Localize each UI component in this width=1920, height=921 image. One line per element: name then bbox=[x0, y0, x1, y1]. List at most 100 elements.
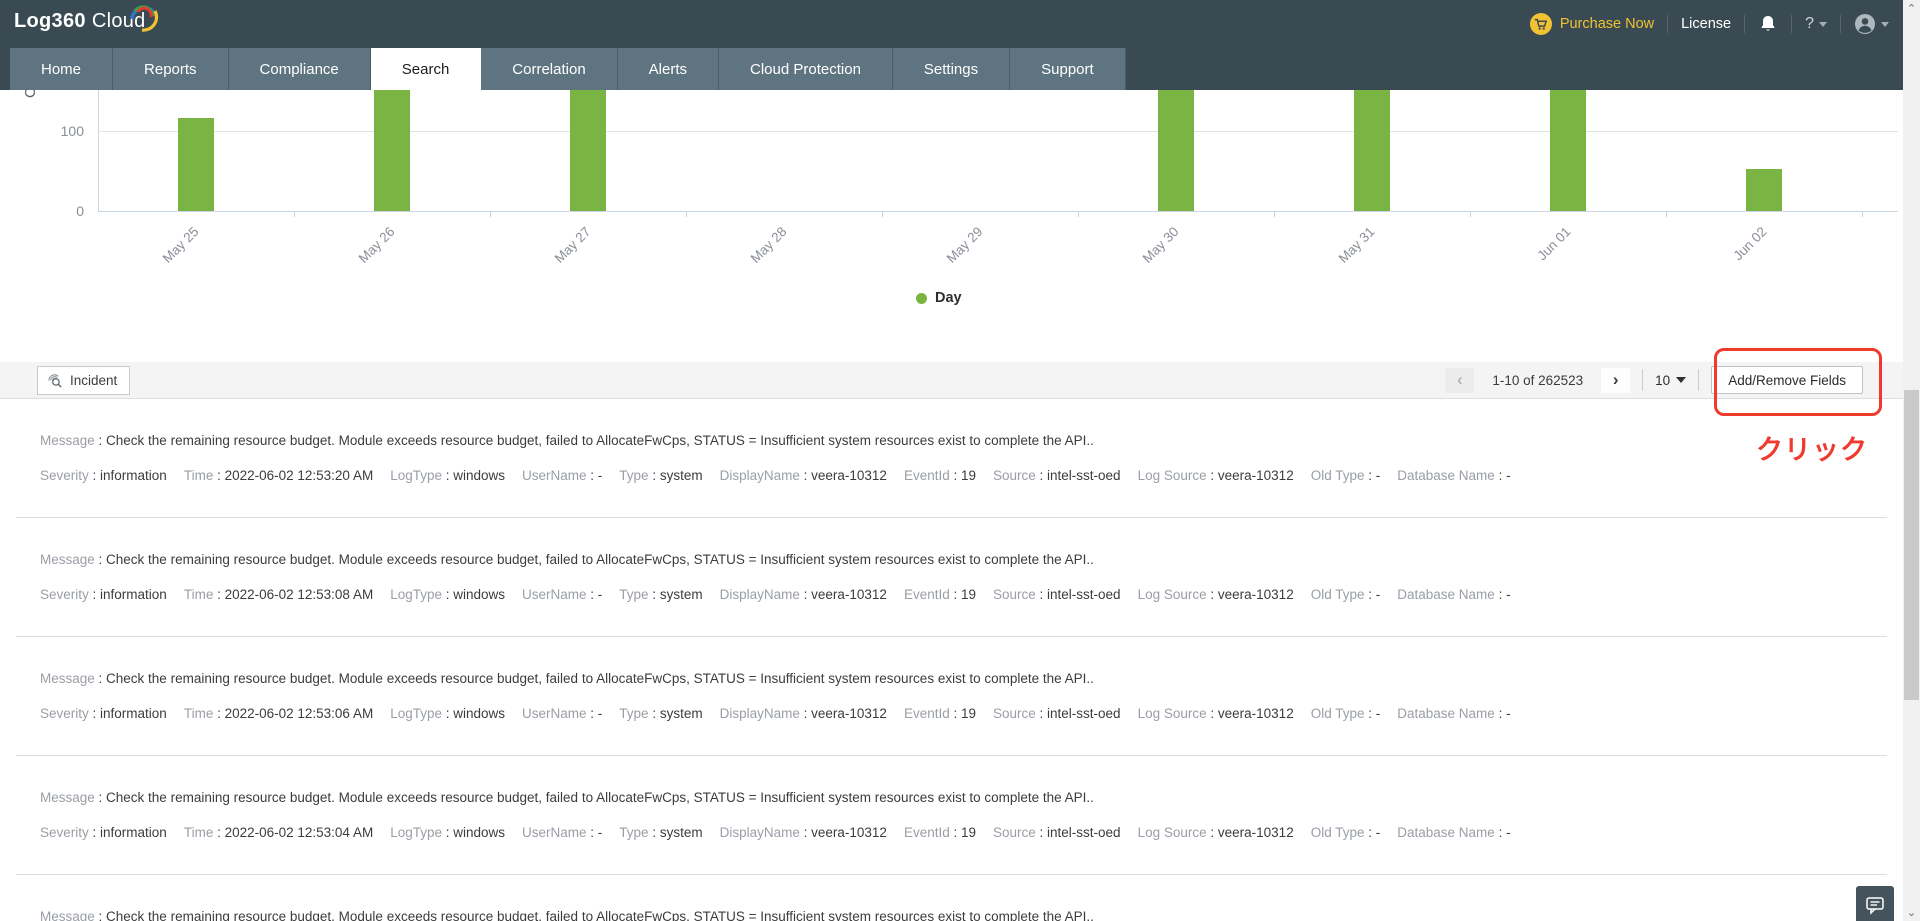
field-severity: Severity : information bbox=[40, 467, 167, 485]
field-label: Database Name bbox=[1397, 825, 1495, 840]
field-username: UserName : - bbox=[522, 705, 602, 723]
purchase-now-button[interactable]: Purchase Now bbox=[1529, 13, 1654, 35]
x-axis-tick bbox=[490, 211, 491, 217]
field-value: : windows bbox=[442, 587, 506, 602]
field-label: Severity bbox=[40, 706, 89, 721]
field-label: Type bbox=[619, 706, 649, 721]
tab-search[interactable]: Search bbox=[370, 48, 482, 90]
log-entry: Message : Check the remaining resource b… bbox=[16, 399, 1887, 518]
log-entry-partial: Message : Check the remaining resource b… bbox=[16, 875, 1887, 921]
field-displayname: DisplayName : veera-10312 bbox=[720, 824, 887, 842]
x-axis-tick bbox=[686, 211, 687, 217]
notification-bell-icon[interactable] bbox=[1758, 14, 1778, 34]
field-displayname: DisplayName : veera-10312 bbox=[720, 586, 887, 604]
field-logtype: LogType : windows bbox=[390, 824, 505, 842]
field-value: : veera-10312 bbox=[799, 825, 887, 840]
x-axis-tick bbox=[1666, 211, 1667, 217]
field-time: Time : 2022-06-02 12:53:08 AM bbox=[184, 586, 373, 604]
field-severity: Severity : information bbox=[40, 824, 167, 842]
log-entry: Message : Check the remaining resource b… bbox=[16, 756, 1887, 875]
field-label: Old Type bbox=[1310, 468, 1365, 483]
chart-y-tick-100: 100 bbox=[60, 123, 84, 139]
entry-message-line: Message : Check the remaining resource b… bbox=[40, 789, 1887, 807]
field-source: Source : intel-sst-oed bbox=[993, 705, 1121, 723]
field-displayname: DisplayName : veera-10312 bbox=[720, 705, 887, 723]
field-database-name: Database Name : - bbox=[1397, 586, 1510, 604]
search-criteria-label: Incident bbox=[70, 372, 118, 388]
search-criteria-chip[interactable]: Incident bbox=[37, 365, 131, 395]
field-value: : 19 bbox=[949, 468, 976, 483]
chat-support-button[interactable] bbox=[1856, 886, 1894, 921]
tab-compliance[interactable]: Compliance bbox=[228, 48, 371, 90]
message-field-label: Message bbox=[40, 909, 95, 921]
field-log-source: Log Source : veera-10312 bbox=[1138, 705, 1294, 723]
field-label: Log Source bbox=[1137, 706, 1207, 721]
license-button[interactable]: License bbox=[1681, 16, 1732, 32]
vertical-scrollbar[interactable]: ⌃ ⌄ bbox=[1903, 0, 1920, 921]
x-tick-label-may-26: May 26 bbox=[355, 224, 398, 266]
tab-alerts[interactable]: Alerts bbox=[617, 48, 720, 90]
field-label: EventId bbox=[903, 706, 950, 721]
pagination-next-button[interactable]: › bbox=[1601, 367, 1631, 393]
tab-support[interactable]: Support bbox=[1010, 48, 1126, 90]
page-size-dropdown[interactable]: 10 bbox=[1655, 373, 1687, 388]
tab-correlation[interactable]: Correlation bbox=[481, 48, 618, 90]
field-value: : veera-10312 bbox=[799, 706, 887, 721]
scroll-up-arrow-icon[interactable]: ⌃ bbox=[1906, 3, 1917, 15]
field-label: Log Source bbox=[1137, 825, 1207, 840]
field-value: : - bbox=[1494, 825, 1511, 840]
field-value: : - bbox=[1494, 468, 1511, 483]
pagination-prev-button[interactable]: ‹ bbox=[1445, 367, 1475, 393]
field-label: DisplayName bbox=[719, 468, 800, 483]
bar-may-31 bbox=[1354, 76, 1390, 211]
help-icon: ? bbox=[1805, 15, 1814, 32]
field-eventid: EventId : 19 bbox=[904, 467, 976, 485]
field-value: : information bbox=[88, 587, 167, 602]
field-label: LogType bbox=[390, 468, 442, 483]
scroll-down-arrow-icon[interactable]: ⌄ bbox=[1906, 907, 1917, 919]
chevron-down-icon bbox=[1819, 21, 1827, 27]
bar-may-30 bbox=[1158, 76, 1194, 211]
field-value: : windows bbox=[442, 825, 506, 840]
message-field-label: Message bbox=[40, 552, 95, 567]
field-label: UserName bbox=[522, 468, 587, 483]
bar-may-27 bbox=[570, 76, 606, 211]
x-tick-label-may-30: May 30 bbox=[1139, 224, 1182, 266]
message-field-value: : Check the remaining resource budget. M… bbox=[94, 671, 1094, 686]
field-value: : information bbox=[88, 468, 167, 483]
add-remove-fields-button[interactable]: Add/Remove Fields bbox=[1711, 366, 1863, 394]
message-field-label: Message bbox=[40, 671, 95, 686]
message-field-label: Message bbox=[40, 433, 95, 448]
field-old-type: Old Type : - bbox=[1311, 586, 1381, 604]
field-label: DisplayName bbox=[719, 587, 800, 602]
chart-x-axis-line bbox=[98, 211, 1898, 212]
chart-legend: Day bbox=[916, 290, 962, 306]
scrollbar-thumb[interactable] bbox=[1904, 390, 1919, 700]
search-results-toolbar: Incident ‹ 1-10 of 262523 › 10 Add/Remov… bbox=[0, 362, 1903, 399]
field-value: : 2022-06-02 12:53:06 AM bbox=[213, 706, 374, 721]
tab-reports[interactable]: Reports bbox=[113, 48, 229, 90]
header-separator bbox=[1791, 15, 1793, 33]
tab-home[interactable]: Home bbox=[10, 48, 114, 90]
field-value: : - bbox=[1494, 706, 1511, 721]
help-menu[interactable]: ? bbox=[1805, 15, 1827, 33]
field-label: Source bbox=[993, 468, 1036, 483]
message-field-value: : Check the remaining resource budget. M… bbox=[94, 552, 1094, 567]
tab-cloud-protection[interactable]: Cloud Protection bbox=[719, 48, 893, 90]
field-label: Log Source bbox=[1137, 468, 1207, 483]
field-label: Source bbox=[993, 587, 1036, 602]
x-tick-label-may-28: May 28 bbox=[747, 224, 790, 266]
field-label: LogType bbox=[390, 706, 442, 721]
field-value: : 19 bbox=[949, 587, 976, 602]
saved-search-fingerprint-icon bbox=[48, 373, 62, 388]
field-old-type: Old Type : - bbox=[1311, 824, 1381, 842]
field-database-name: Database Name : - bbox=[1397, 705, 1510, 723]
tab-settings[interactable]: Settings bbox=[892, 48, 1011, 90]
field-logtype: LogType : windows bbox=[390, 467, 505, 485]
user-menu[interactable] bbox=[1854, 13, 1889, 35]
entry-message-line: Message : Check the remaining resource b… bbox=[40, 908, 1887, 921]
field-value: : - bbox=[586, 825, 603, 840]
field-value: : - bbox=[1364, 706, 1381, 721]
